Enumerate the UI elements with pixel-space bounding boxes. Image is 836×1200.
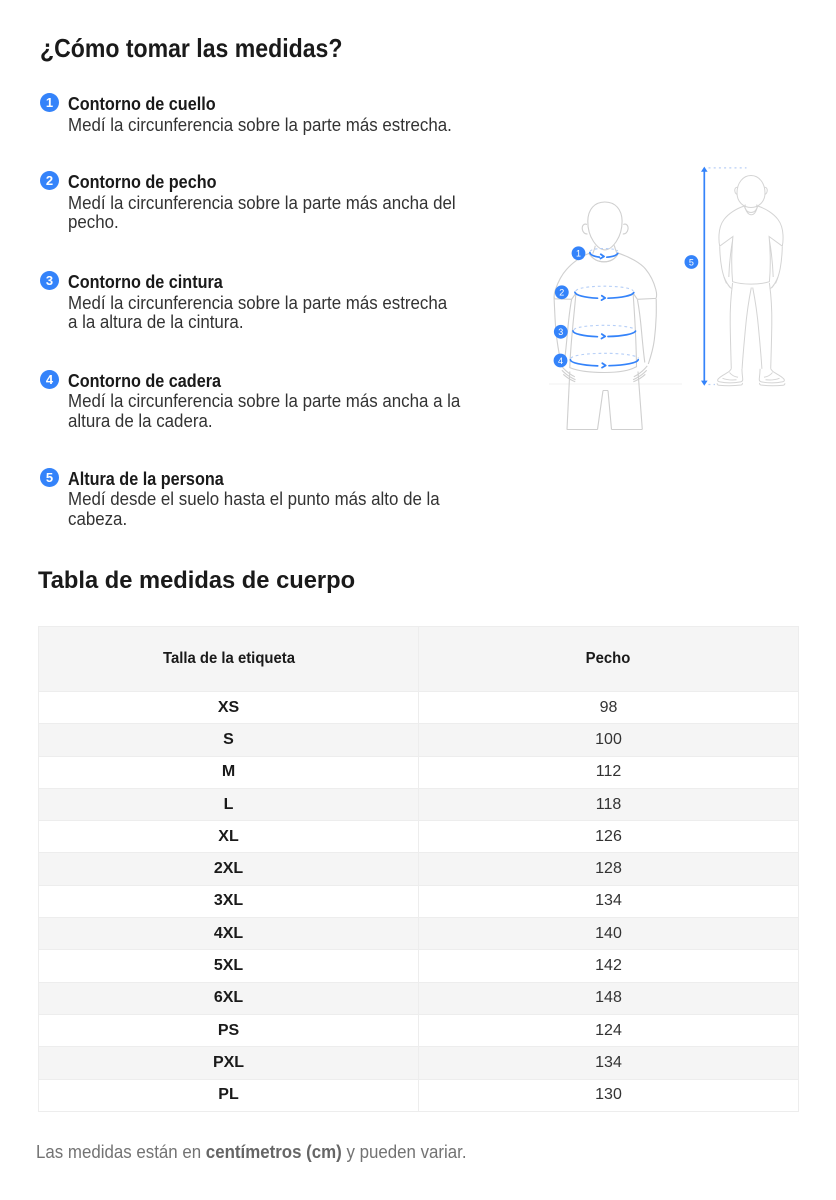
svg-text:3: 3: [558, 327, 563, 337]
svg-text:4: 4: [558, 356, 563, 366]
svg-text:2: 2: [559, 288, 564, 298]
svg-text:1: 1: [576, 249, 581, 259]
svg-text:5: 5: [689, 257, 694, 267]
